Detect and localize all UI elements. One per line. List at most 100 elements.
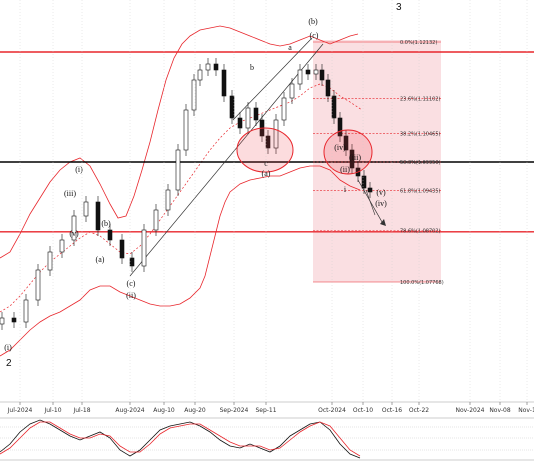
candle-body-4 [47, 251, 53, 271]
x-tick-label-6: Sep-2024 [220, 407, 249, 414]
candle-body-13 [153, 209, 159, 231]
candle-body-5 [59, 239, 65, 253]
x-tick-label-11: Oct-22 [409, 407, 429, 414]
wave-label-4: a [288, 43, 292, 52]
trendline-upper [232, 37, 313, 121]
trendline-lower [129, 43, 324, 277]
candle-body-24 [245, 107, 251, 129]
candle-body-32 [305, 69, 311, 75]
wave-label-1: (c) [310, 31, 319, 40]
candle-body-2 [23, 299, 29, 323]
projection-arrow-line-2 [365, 189, 376, 216]
fib-label-6: 100.0%(1.07768) [400, 280, 444, 286]
bollinger-lower [0, 165, 361, 357]
bollinger-upper [0, 25, 359, 259]
wave-labels: (b)(c)(iv)(v)abc(a)i(ii)(iii)(iv)(i)(iii… [4, 17, 387, 352]
highlight-circle-left [236, 127, 294, 173]
oscillator-signal [0, 421, 361, 457]
wave-label-18: (ii) [126, 291, 136, 300]
candle-body-21 [221, 69, 227, 97]
wave-label-14: (v) [69, 229, 79, 238]
wave-label-13: (iii) [64, 189, 76, 198]
candle-body-1 [11, 317, 17, 323]
vertical-gridlines [19, 0, 528, 402]
candle-body-6 [71, 215, 77, 241]
wave-label-3: (v) [376, 188, 386, 197]
x-tick-label-8: Oct-2024 [318, 407, 346, 414]
candle-body-42 [367, 187, 373, 193]
candle-body-8 [95, 201, 101, 231]
candle-body-29 [281, 97, 287, 121]
x-tick-label-1: Jul-10 [43, 407, 61, 414]
wave-label-2: (iv) [375, 199, 387, 208]
candle-body-12 [141, 229, 147, 267]
wave-label-7: (a) [262, 169, 271, 178]
candle-body-22 [229, 95, 235, 119]
candle-body-9 [107, 229, 113, 241]
wave-label-15: (b) [101, 219, 111, 228]
wave-label-8: i [344, 185, 347, 194]
oscillator-main [0, 419, 361, 459]
fib-label-0: 0.0%(1.12132) [400, 40, 437, 46]
wave-number-3: 3 [396, 2, 402, 13]
fib-label-1: 23.6%(1.11102) [400, 97, 441, 103]
x-tick-label-13: Nov-08 [489, 407, 511, 414]
x-tick-label-12: Nov-2024 [456, 407, 485, 414]
wave-label-19: (i) [4, 343, 12, 352]
bollinger-middle [0, 83, 363, 313]
candle-body-7 [83, 201, 89, 217]
fib-zone [313, 40, 441, 282]
fib-label-4: 61.8%(1.09435) [400, 188, 441, 194]
candle-body-20 [213, 63, 219, 71]
candle-body-34 [319, 69, 325, 81]
candle-body-10 [119, 239, 125, 259]
candle-body-31 [297, 69, 303, 85]
candlesticks [0, 58, 373, 330]
wave-label-10: (iii) [349, 153, 361, 162]
wave-label-5: b [250, 63, 254, 72]
x-tick-label-3: Aug-2024 [115, 407, 144, 414]
candle-body-17 [191, 79, 197, 111]
candle-body-38 [343, 135, 349, 151]
candle-body-35 [325, 79, 331, 97]
candle-body-19 [205, 63, 211, 71]
candle-body-23 [237, 117, 243, 129]
x-tick-label-9: Oct-10 [353, 407, 373, 414]
fibonacci-retracement: 0.0%(1.12132) 23.6%(1.11102) 38.2%(1.10465… [313, 40, 444, 286]
x-tick-label-4: Aug-10 [153, 407, 175, 414]
horizontal-levels [0, 51, 534, 233]
candle-body-30 [289, 83, 295, 99]
candle-body-39 [349, 149, 355, 169]
x-tick-label-5: Aug-20 [184, 407, 206, 414]
candle-body-3 [35, 269, 41, 301]
x-tick-label-2: Jul-18 [72, 407, 90, 414]
wave-label-17: (c) [127, 279, 136, 288]
candle-body-37 [337, 117, 343, 137]
highlight-circle-right [323, 129, 373, 175]
candle-body-16 [183, 109, 189, 151]
x-tick-label-7: Sep-11 [255, 407, 276, 414]
wave-label-11: (iv) [334, 143, 346, 152]
wave-label-6: c [264, 159, 268, 168]
wave-label-0: (b) [308, 17, 318, 26]
fib-label-5: 78.6%(1.08702) [400, 229, 441, 235]
wave-label-16: (a) [96, 255, 105, 264]
candle-body-28 [273, 119, 279, 149]
x-tick-label-0: Jul-2024 [7, 407, 33, 414]
fib-label-3: 50.0%(1.09950) [400, 160, 441, 166]
candle-body-33 [313, 69, 319, 75]
fib-label-2: 38.2%(1.10465) [400, 132, 441, 138]
candle-body-0 [0, 317, 5, 325]
x-tick-label-14: Nov-1 [518, 407, 534, 414]
candle-body-41 [361, 175, 367, 189]
wave-number-2: 2 [6, 358, 12, 369]
candle-body-36 [331, 95, 337, 119]
candle-body-25 [253, 107, 259, 121]
candle-body-14 [165, 189, 171, 211]
candle-body-18 [197, 69, 203, 81]
candle-body-11 [129, 257, 135, 267]
x-tick-label-10: Oct-16 [382, 407, 402, 414]
wave-label-12: (i) [75, 165, 83, 174]
projection-arrow-head [380, 219, 386, 226]
